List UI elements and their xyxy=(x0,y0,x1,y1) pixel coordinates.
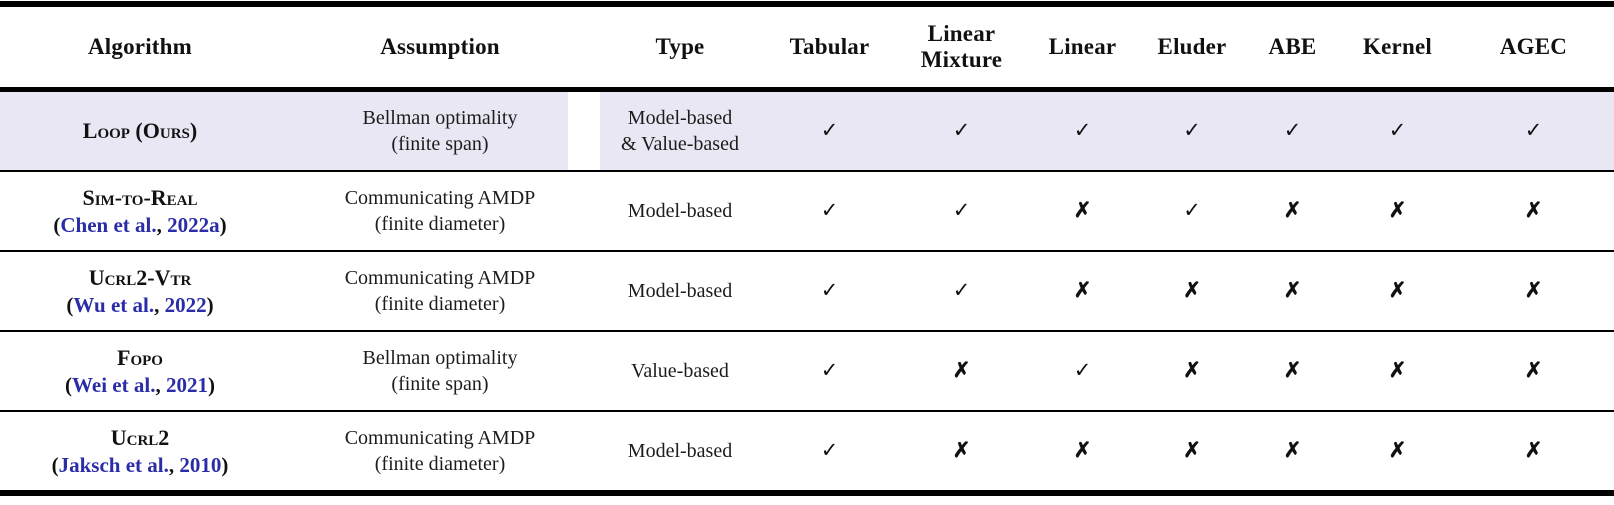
citation-separator: , xyxy=(156,212,168,237)
check-mark: ✓ xyxy=(899,89,1024,171)
column-header-linear: Linear xyxy=(1024,4,1141,92)
algorithm-cell: Ucrl2-Vtr (Wu et al., 2022) xyxy=(0,251,280,331)
cross-mark: ✗ xyxy=(1183,438,1201,463)
table-row: Sim-to-Real (Chen et al., 2022a) Communica… xyxy=(0,171,1614,251)
algorithm-cell: Sim-to-Real (Chen et al., 2022a) xyxy=(0,171,280,251)
cross-mark: ✗ xyxy=(952,438,971,463)
citation-year-link[interactable]: 2021 xyxy=(165,372,208,397)
type-cell: Model-based xyxy=(627,200,733,222)
paren-open: ( xyxy=(65,372,73,397)
algorithm-cell: Ucrl2 (Jaksch et al., 2010) xyxy=(0,411,280,493)
cross-mark: ✗ xyxy=(1073,198,1092,223)
citation-author-link[interactable]: Wu et al. xyxy=(73,292,155,317)
cross-mark: ✗ xyxy=(1283,438,1302,463)
cross-mark: ✗ xyxy=(1524,438,1543,463)
check-mark: ✓ xyxy=(1243,89,1342,171)
algorithm-name: Sim-to-Real xyxy=(82,185,198,211)
type-cell: Model-based & Value-based xyxy=(600,89,760,171)
paren-close: ) xyxy=(221,452,229,477)
check-mark: ✓ xyxy=(1453,89,1614,171)
citation: (Chen et al., 2022a) xyxy=(0,212,280,238)
check-mark: ✓ xyxy=(1141,89,1243,171)
table-row: Loop (Ours) Bellman optimality (finite sp… xyxy=(0,89,1614,171)
algorithm-name: Ucrl2-Vtr xyxy=(88,265,192,291)
check-mark: ✓ xyxy=(1342,89,1453,171)
cross-mark: ✗ xyxy=(1388,278,1407,303)
assumption-cell: Bellman optimality (finite span) xyxy=(280,89,600,171)
table-body: Loop (Ours) Bellman optimality (finite sp… xyxy=(0,89,1614,494)
algorithm-name: Ucrl2 xyxy=(110,425,170,451)
table-header: Algorithm Assumption Type Tabular Linear… xyxy=(0,4,1614,92)
cross-mark: ✗ xyxy=(1388,438,1407,463)
paren-open: ( xyxy=(66,292,74,317)
citation: (Wu et al., 2022) xyxy=(0,292,280,318)
citation-separator: , xyxy=(168,452,180,477)
cross-mark: ✗ xyxy=(1524,198,1543,223)
assumption-cell: Bellman optimality (finite span) xyxy=(362,347,518,395)
check-mark: ✓ xyxy=(820,438,839,463)
check-mark: ✓ xyxy=(820,278,839,303)
column-header-type: Type xyxy=(600,4,760,92)
cross-mark: ✗ xyxy=(1183,278,1201,303)
check-mark: ✓ xyxy=(820,198,839,223)
paren-close: ) xyxy=(207,372,215,397)
column-header-algorithm: Algorithm xyxy=(0,4,280,92)
check-mark: ✓ xyxy=(1183,198,1201,223)
citation-year-link[interactable]: 2022a xyxy=(167,212,220,237)
cross-mark: ✗ xyxy=(952,358,971,383)
cross-mark: ✗ xyxy=(1183,358,1201,383)
algorithm-cell: Fopo (Wei et al., 2021) xyxy=(0,331,280,411)
type-cell: Model-based xyxy=(627,440,733,462)
check-mark: ✓ xyxy=(820,358,839,383)
assumption-cell: Communicating AMDP (finite diameter) xyxy=(344,187,536,235)
column-header-eluder: Eluder xyxy=(1141,4,1243,92)
paren-close: ) xyxy=(219,212,227,237)
column-header-linear-mixture: Linear Mixture xyxy=(899,4,1024,92)
type-cell: Model-based xyxy=(627,280,733,302)
citation-author-link[interactable]: Jaksch et al. xyxy=(58,452,169,477)
citation: (Wei et al., 2021) xyxy=(0,372,280,398)
cross-mark: ✗ xyxy=(1283,198,1302,223)
column-header-tabular: Tabular xyxy=(760,4,899,92)
citation-separator: , xyxy=(154,292,165,317)
column-header-abe: ABE xyxy=(1243,4,1342,92)
paren-open: ( xyxy=(53,212,61,237)
cross-mark: ✗ xyxy=(1073,438,1092,463)
type-cell: Value-based xyxy=(631,360,729,382)
check-mark: ✓ xyxy=(1073,358,1092,383)
column-header-assumption: Assumption xyxy=(280,4,600,92)
assumption-cell: Communicating AMDP (finite diameter) xyxy=(344,267,536,315)
cross-mark: ✗ xyxy=(1524,358,1543,383)
citation-author-link[interactable]: Chen et al. xyxy=(60,212,157,237)
algorithm-name: Fopo xyxy=(117,345,163,371)
header-row: Algorithm Assumption Type Tabular Linear… xyxy=(0,4,1614,92)
algorithm-cell: Loop (Ours) xyxy=(0,89,280,171)
paren-open: ( xyxy=(51,452,59,477)
column-header-kernel: Kernel xyxy=(1342,4,1453,92)
check-mark: ✓ xyxy=(1024,89,1141,171)
check-mark: ✓ xyxy=(952,278,971,303)
table-row: Ucrl2 (Jaksch et al., 2010) Communicating … xyxy=(0,411,1614,493)
citation-year-link[interactable]: 2010 xyxy=(179,452,222,477)
cross-mark: ✗ xyxy=(1283,278,1302,303)
cross-mark: ✗ xyxy=(1524,278,1543,303)
cross-mark: ✗ xyxy=(1388,358,1407,383)
table-row: Fopo (Wei et al., 2021) Bellman optimality… xyxy=(0,331,1614,411)
citation: (Jaksch et al., 2010) xyxy=(0,452,280,478)
cross-mark: ✗ xyxy=(1283,358,1302,383)
cross-mark: ✗ xyxy=(1388,198,1407,223)
check-mark: ✓ xyxy=(952,198,971,223)
check-mark: ✓ xyxy=(760,89,899,171)
table-row: Ucrl2-Vtr (Wu et al., 2022) Communicating … xyxy=(0,251,1614,331)
paren-close: ) xyxy=(206,292,214,317)
assumption-cell: Communicating AMDP (finite diameter) xyxy=(344,427,536,475)
column-header-agec: AGEC xyxy=(1453,4,1614,92)
cross-mark: ✗ xyxy=(1073,278,1092,303)
citation-year-link[interactable]: 2022 xyxy=(164,292,207,317)
citation-author-link[interactable]: Wei et al. xyxy=(72,372,156,397)
algorithm-name: Loop (Ours) xyxy=(82,118,198,144)
citation-separator: , xyxy=(155,372,166,397)
